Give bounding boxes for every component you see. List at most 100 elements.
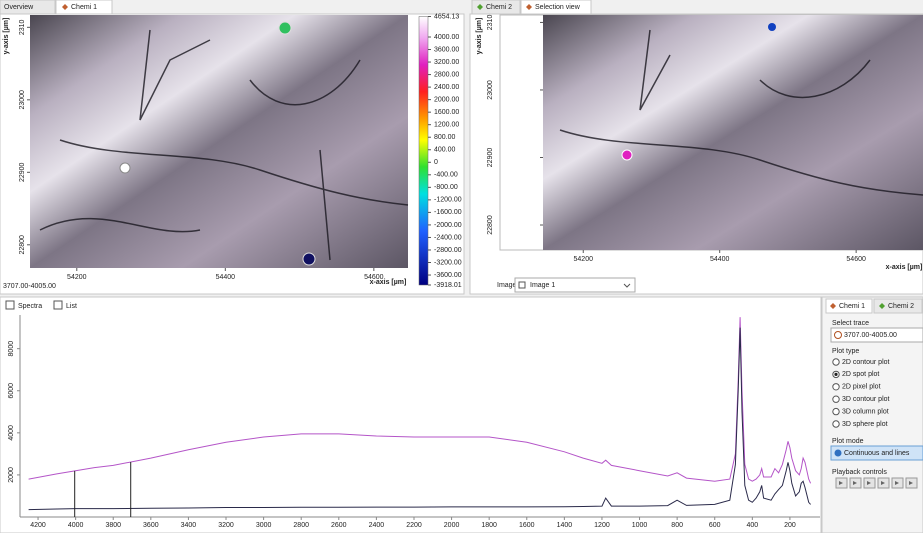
dropdown-arrow <box>623 283 631 288</box>
x-axis-label: x-axis [µm] <box>370 279 407 286</box>
x-tick-label: 3800 <box>105 522 121 529</box>
trace-select[interactable]: 3707.00-4005.00 <box>844 332 897 339</box>
marker[interactable] <box>768 23 776 31</box>
colorbar-label: -3200.00 <box>434 259 462 266</box>
tab-label[interactable]: Selection view <box>535 4 581 11</box>
tab-icon <box>526 4 532 10</box>
tab-icon <box>879 303 885 309</box>
playback-icon <box>909 481 913 485</box>
radio-label[interactable]: 2D spot plot <box>842 371 879 378</box>
dropdown-icon <box>518 281 526 289</box>
microscope-image <box>543 15 923 250</box>
colorbar-label: 4000.00 <box>434 34 459 41</box>
radio-label[interactable]: 3D sphere plot <box>842 421 888 428</box>
x-tick-label: 3000 <box>256 522 272 529</box>
y-tick-label: 23000 <box>487 80 494 100</box>
colorbar-label: 2000.00 <box>434 96 459 103</box>
section-label: Select trace <box>832 320 869 327</box>
x-tick-label: 2000 <box>444 522 460 529</box>
x-tick-label: 54600 <box>364 274 384 281</box>
x-tick-label: 2400 <box>369 522 385 529</box>
radio[interactable] <box>832 407 840 416</box>
image-dropdown[interactable] <box>514 277 636 293</box>
colorbar-label: -2000.00 <box>434 222 462 229</box>
colorbar <box>418 16 429 286</box>
radio-label[interactable]: 3D column plot <box>842 408 889 415</box>
y-axis-label: y-axis [µm] <box>3 18 10 55</box>
colorbar-label: 2800.00 <box>434 71 459 78</box>
y-tick-label: 22800 <box>19 235 26 255</box>
x-tick-label: 200 <box>784 522 796 529</box>
tab-active[interactable] <box>55 0 113 15</box>
colorbar-label: -3918.01 <box>434 282 462 289</box>
radio[interactable] <box>832 395 840 403</box>
x-axis-label: x-axis [µm] <box>886 264 923 271</box>
tab-label[interactable]: Chemi 2 <box>888 303 914 310</box>
tab-icon <box>5 300 15 310</box>
tab-label[interactable]: Chemi 1 <box>71 4 97 11</box>
tab-icon <box>830 303 836 309</box>
mode-dropdown[interactable] <box>830 445 923 461</box>
radio-dot <box>834 372 838 376</box>
x-tick-label: 1400 <box>557 522 573 529</box>
x-tick-label: 54200 <box>67 274 87 281</box>
tab-label[interactable]: Chemi 1 <box>839 303 865 310</box>
x-tick-label: 2800 <box>293 522 309 529</box>
spectrum-line <box>28 327 811 511</box>
playback-icon <box>867 481 871 485</box>
radio-label[interactable]: 2D pixel plot <box>842 384 881 391</box>
colorbar-label: 800.00 <box>434 134 456 141</box>
marker[interactable] <box>278 21 292 35</box>
x-tick-label: 54200 <box>574 256 594 263</box>
playback-icon <box>881 481 885 485</box>
image-select[interactable]: Image 1 <box>530 282 555 289</box>
marker[interactable] <box>302 252 316 266</box>
x-tick-label: 1800 <box>481 522 497 529</box>
colorbar-label: -2400.00 <box>434 234 462 241</box>
radio[interactable] <box>832 358 840 366</box>
colorbar-label: -400.00 <box>434 172 458 179</box>
tab-label[interactable]: Spectra <box>18 303 42 310</box>
radio[interactable] <box>832 383 840 391</box>
radio-label[interactable]: 2D contour plot <box>842 359 890 366</box>
x-tick-label: 3600 <box>143 522 159 529</box>
x-tick-label: 54400 <box>710 256 730 263</box>
radio-label[interactable]: 3D contour plot <box>842 396 890 403</box>
spectra-panel <box>0 296 822 533</box>
colorbar-label: 4654.13 <box>434 13 459 20</box>
tab-label[interactable]: Overview <box>4 4 34 11</box>
x-tick-label: 400 <box>746 522 758 529</box>
marker[interactable] <box>119 162 131 174</box>
y-tick-label: 22900 <box>19 162 26 182</box>
y-tick-label: 6000 <box>8 383 15 399</box>
tab-active[interactable] <box>825 298 873 314</box>
x-tick-label: 2600 <box>331 522 347 529</box>
radio[interactable] <box>832 420 840 428</box>
x-tick-label: 1600 <box>519 522 535 529</box>
x-tick-label: 1200 <box>594 522 610 529</box>
colorbar-label: 3200.00 <box>434 59 459 66</box>
tab-icon <box>477 4 483 10</box>
trace-dropdown[interactable] <box>830 327 923 343</box>
mode-select[interactable]: Continuous and lines <box>844 450 910 457</box>
microscope-image <box>30 15 408 268</box>
x-tick-label: 54600 <box>846 256 866 263</box>
x-tick-label: 54400 <box>216 274 236 281</box>
tab-active[interactable] <box>520 0 592 15</box>
colorbar-label: -2800.00 <box>434 247 462 254</box>
y-tick-label: 8000 <box>8 341 15 357</box>
image-label: Image: <box>497 282 518 289</box>
tab-label[interactable]: List <box>66 303 77 310</box>
colorbar-label: -1600.00 <box>434 209 462 216</box>
y-tick-label: 2310 <box>19 19 26 35</box>
playback-icon <box>839 481 843 485</box>
tab[interactable] <box>0 0 56 15</box>
marker[interactable] <box>621 149 633 161</box>
tab-label[interactable]: Chemi 2 <box>486 4 512 11</box>
x-tick-label: 3200 <box>218 522 234 529</box>
y-tick-label: 22900 <box>487 148 494 168</box>
tab[interactable] <box>471 0 521 15</box>
tab[interactable] <box>873 298 923 314</box>
x-tick-label: 600 <box>709 522 721 529</box>
